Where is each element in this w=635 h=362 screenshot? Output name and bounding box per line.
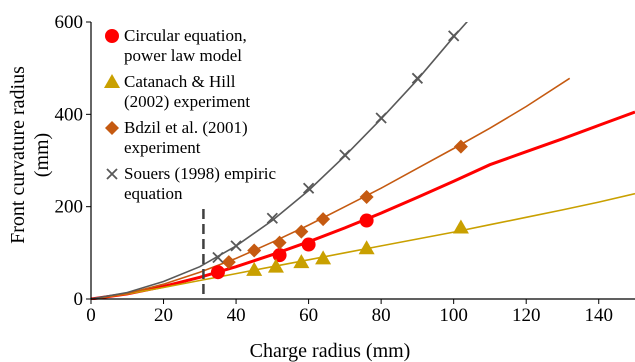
point-catanach-hill-6 [452,219,469,234]
y-axis-title-line-1: Front curvature radius [7,66,29,244]
legend-label-circular-equation-line-2: power law model [124,46,242,65]
legend-label-catanach-hill-line-2: (2002) experiment [124,92,250,111]
legend-marker-circular-equation [105,29,119,43]
x-tick-label-80: 80 [372,305,391,326]
point-catanach-hill-3 [293,254,310,269]
point-souers-1998-empiric-4 [302,182,315,194]
y-axis-ticks: 0 200 400 600 [55,12,91,310]
point-souers-1998-empiric-1 [212,251,224,264]
point-souers-1998-empiric-6 [375,112,387,124]
legend-label-souers-1998-empiric-line-2: equation [124,184,183,203]
point-bdzil-et-al-2001-7 [453,139,468,154]
point-souers-1998-empiric-7 [411,72,424,84]
point-catanach-hill-1 [246,261,263,276]
point-circular-equation-2 [272,248,287,263]
legend: Circular equation,power law model Catanac… [104,26,276,203]
point-bdzil-et-al-2001-1 [221,255,236,270]
legend-label-souers-1998-empiric-line-1: Souers (1998) empiric [124,164,276,183]
legend-label-circular-equation-line-1: Circular equation, [124,26,247,45]
point-circular-equation-4 [359,213,374,228]
x-tick-label-120: 120 [512,305,541,326]
point-bdzil-et-al-2001-4 [294,224,309,239]
point-catanach-hill-4 [315,250,332,265]
x-axis-title: Charge radius (mm) [250,340,411,362]
x-tick-label-100: 100 [439,305,468,326]
legend-marker-catanach-hill [104,74,120,88]
curve-souers-1998-empiric [91,22,468,300]
point-bdzil-et-al-2001-5 [316,212,331,227]
y-tick-label-600: 600 [55,12,84,33]
legend-marker-souers-1998-empiric [106,168,118,180]
point-circular-equation-1 [210,265,225,280]
point-souers-1998-empiric-5 [339,149,351,161]
point-catanach-hill-2 [267,258,284,273]
y-tick-label-0: 0 [74,289,84,310]
point-bdzil-et-al-2001-2 [247,243,262,258]
point-souers-1998-empiric-2 [230,240,242,252]
x-tick-label-60: 60 [299,305,318,326]
point-bdzil-et-al-2001-6 [359,189,374,204]
data-markers [210,30,469,280]
legend-label-bdzil-et-al-2001-line-2: experiment [124,138,201,157]
x-tick-label-140: 140 [584,305,613,326]
x-tick-label-40: 40 [227,305,246,326]
legend-marker-bdzil-et-al-2001 [105,121,119,135]
legend-label-bdzil-et-al-2001-line-1: Bdzil et al. (2001) [124,118,248,137]
point-bdzil-et-al-2001-3 [272,235,287,250]
y-tick-label-200: 200 [55,197,84,218]
x-tick-label-20: 20 [154,305,173,326]
y-tick-label-400: 400 [55,104,84,125]
point-souers-1998-empiric-3 [266,212,278,224]
point-catanach-hill-5 [358,240,375,255]
legend-label-catanach-hill-line-1: Catanach & Hill [124,72,236,91]
point-circular-equation-3 [301,237,316,252]
y-axis-title-line-2: (mm) [31,133,53,177]
x-axis-ticks: 0 20 40 60 80 100 120 140 [86,299,613,326]
point-souers-1998-empiric-8 [448,30,460,42]
x-tick-label-0: 0 [86,305,96,326]
